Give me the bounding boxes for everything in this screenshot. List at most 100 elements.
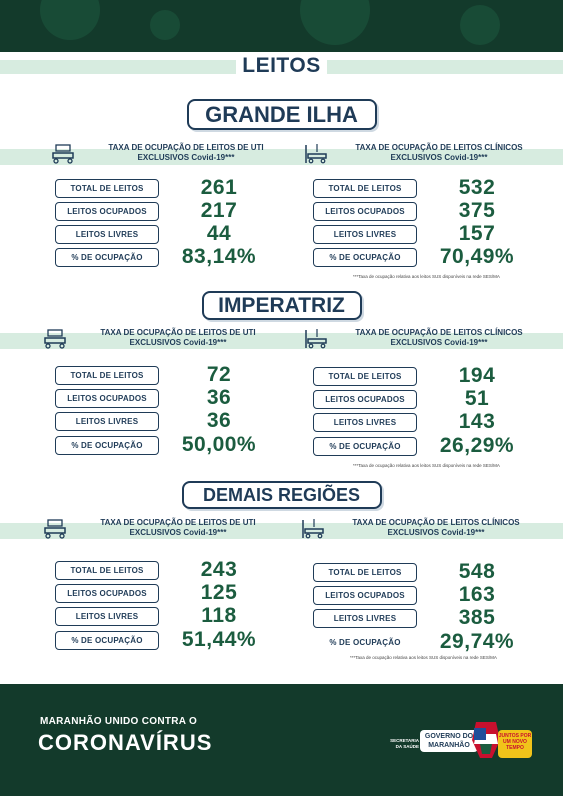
stat-value: 29,74% [439,630,515,653]
uti-ocupados-row: LEITOS OCUPADOS 125 [55,581,279,604]
stat-value: 375 [458,199,496,222]
stat-label: TOTAL DE LEITOS [55,365,159,385]
stat-label: % DE OCUPAÇÃO [55,630,159,650]
stat-value: 83,14% [181,245,257,268]
clinicos-percent-row: % DE OCUPAÇÃO 29,74% [313,630,537,653]
stat-label: LEITOS LIVRES [55,411,159,431]
virus-decoration [300,0,370,45]
stat-label: TOTAL DE LEITOS [55,178,159,198]
clinicos-livres-row: LEITOS LIVRES 385 [313,606,537,629]
stat-value: 163 [458,583,496,606]
stat-value: 532 [458,176,496,199]
uti-total-row: TOTAL DE LEITOS 261 [55,176,279,199]
stat-value: 548 [458,560,496,583]
clinicos-header-text: TAXA DE OCUPAÇÃO DE LEITOS CLÍNICOS EXCL… [352,518,520,537]
uti-header-text: TAXA DE OCUPAÇÃO DE LEITOS DE UTI EXCLUS… [108,143,264,162]
virus-decoration [40,0,100,40]
clinicos-percent-row: % DE OCUPAÇÃO 70,49% [313,245,537,268]
clinicos-ocupados-row: LEITOS OCUPADOS 51 [313,387,537,410]
uti-livres-row: LEITOS LIVRES 118 [55,604,279,627]
stat-label: TOTAL DE LEITOS [313,178,417,198]
uti-total-row: TOTAL DE LEITOS 243 [55,558,279,581]
stat-value: 44 [206,222,232,245]
stat-value: 70,49% [439,245,515,268]
stat-label: % DE OCUPAÇÃO [313,247,417,267]
hospital-bed-icon [305,144,327,164]
slogan-logo: JUNTOS POR UM NOVO TEMPO [498,730,532,758]
virus-decoration [150,10,180,40]
page-title: LEITOS [0,54,563,78]
governo-logo: GOVERNO DO MARANHÃO [420,730,478,752]
stat-value: 26,29% [439,434,515,457]
uti-header: TAXA DE OCUPAÇÃO DE LEITOS DE UTI EXCLUS… [50,143,290,165]
secretaria-logo-text: SECRETARIA DA SAÚDE [390,738,419,749]
stat-label: LEITOS OCUPADOS [55,201,159,221]
section-strip [0,149,563,165]
stat-value: 194 [458,364,496,387]
icu-bed-icon [44,329,66,349]
stat-label: LEITOS OCUPADOS [55,583,159,603]
clinicos-total-row: TOTAL DE LEITOS 194 [313,364,537,387]
uti-ocupados-row: LEITOS OCUPADOS 36 [55,386,279,409]
clinicos-header-text: TAXA DE OCUPAÇÃO DE LEITOS CLÍNICOS EXCL… [355,328,523,347]
icu-bed-icon [44,519,66,539]
uti-ocupados-row: LEITOS OCUPADOS 217 [55,199,279,222]
stat-value: 157 [458,222,496,245]
clinicos-total-row: TOTAL DE LEITOS 532 [313,176,537,199]
stat-value: 118 [201,604,237,627]
stat-label: LEITOS LIVRES [313,608,417,628]
section-strip [0,523,563,539]
stat-label: LEITOS OCUPADOS [313,201,417,221]
stat-label: LEITOS LIVRES [55,606,159,626]
stat-label: % DE OCUPAÇÃO [313,436,417,456]
clinicos-header: TAXA DE OCUPAÇÃO DE LEITOS CLÍNICOS EXCL… [300,518,540,540]
icu-bed-icon [52,144,74,164]
uti-livres-row: LEITOS LIVRES 36 [55,409,279,432]
uti-livres-row: LEITOS LIVRES 44 [55,222,279,245]
stat-value: 243 [200,558,238,581]
uti-header-text: TAXA DE OCUPAÇÃO DE LEITOS DE UTI EXCLUS… [100,328,256,347]
uti-header: TAXA DE OCUPAÇÃO DE LEITOS DE UTI EXCLUS… [42,518,282,540]
uti-percent-row: % DE OCUPAÇÃO 50,00% [55,433,279,456]
clinicos-header: TAXA DE OCUPAÇÃO DE LEITOS CLÍNICOS EXCL… [303,328,543,350]
stat-label: LEITOS LIVRES [313,412,417,432]
header-banner [0,0,563,52]
clinicos-livres-row: LEITOS LIVRES 143 [313,410,537,433]
clinicos-ocupados-row: LEITOS OCUPADOS 163 [313,583,537,606]
stat-value: 51,44% [181,628,257,651]
stat-label: TOTAL DE LEITOS [313,366,417,386]
clinicos-percent-row: % DE OCUPAÇÃO 26,29% [313,434,537,457]
stat-value: 72 [206,363,232,386]
stat-label: % DE OCUPAÇÃO [55,435,159,455]
stat-value: 143 [458,410,496,433]
clinicos-ocupados-row: LEITOS OCUPADOS 375 [313,199,537,222]
stat-value: 261 [200,176,238,199]
region-title-imperatriz: IMPERATRIZ [201,291,362,320]
stat-label: LEITOS OCUPADOS [313,585,417,605]
clinicos-total-row: TOTAL DE LEITOS 548 [313,560,537,583]
stat-label: LEITOS LIVRES [313,224,417,244]
stat-value: 51 [464,387,490,410]
region-title-grande-ilha: GRANDE ILHA [186,99,377,130]
section-strip [0,333,563,349]
stat-value: 125 [200,581,238,604]
stat-value: 36 [206,386,232,409]
stat-value: 217 [200,199,238,222]
hospital-bed-icon [302,519,324,539]
stat-label: TOTAL DE LEITOS [313,562,417,582]
stat-label: LEITOS LIVRES [55,224,159,244]
region-title-demais-regioes: DEMAIS REGIÕES [181,481,382,509]
stat-label: % DE OCUPAÇÃO [313,632,417,652]
stat-label: TOTAL DE LEITOS [55,560,159,580]
virus-decoration [460,5,500,45]
hospital-bed-icon [305,329,327,349]
stat-label: LEITOS OCUPADOS [313,389,417,409]
campaign-line1: MARANHÃO UNIDO CONTRA O [40,716,198,727]
footnote: ***Taxa de ocupação relativa aos leitos … [353,463,500,468]
stat-label: % DE OCUPAÇÃO [55,247,159,267]
stat-value: 36 [206,409,232,432]
footnote: ***Taxa de ocupação relativa aos leitos … [350,655,497,660]
stat-value: 385 [458,606,496,629]
maranhao-flag-icon [472,722,500,758]
uti-percent-row: % DE OCUPAÇÃO 83,14% [55,245,279,268]
